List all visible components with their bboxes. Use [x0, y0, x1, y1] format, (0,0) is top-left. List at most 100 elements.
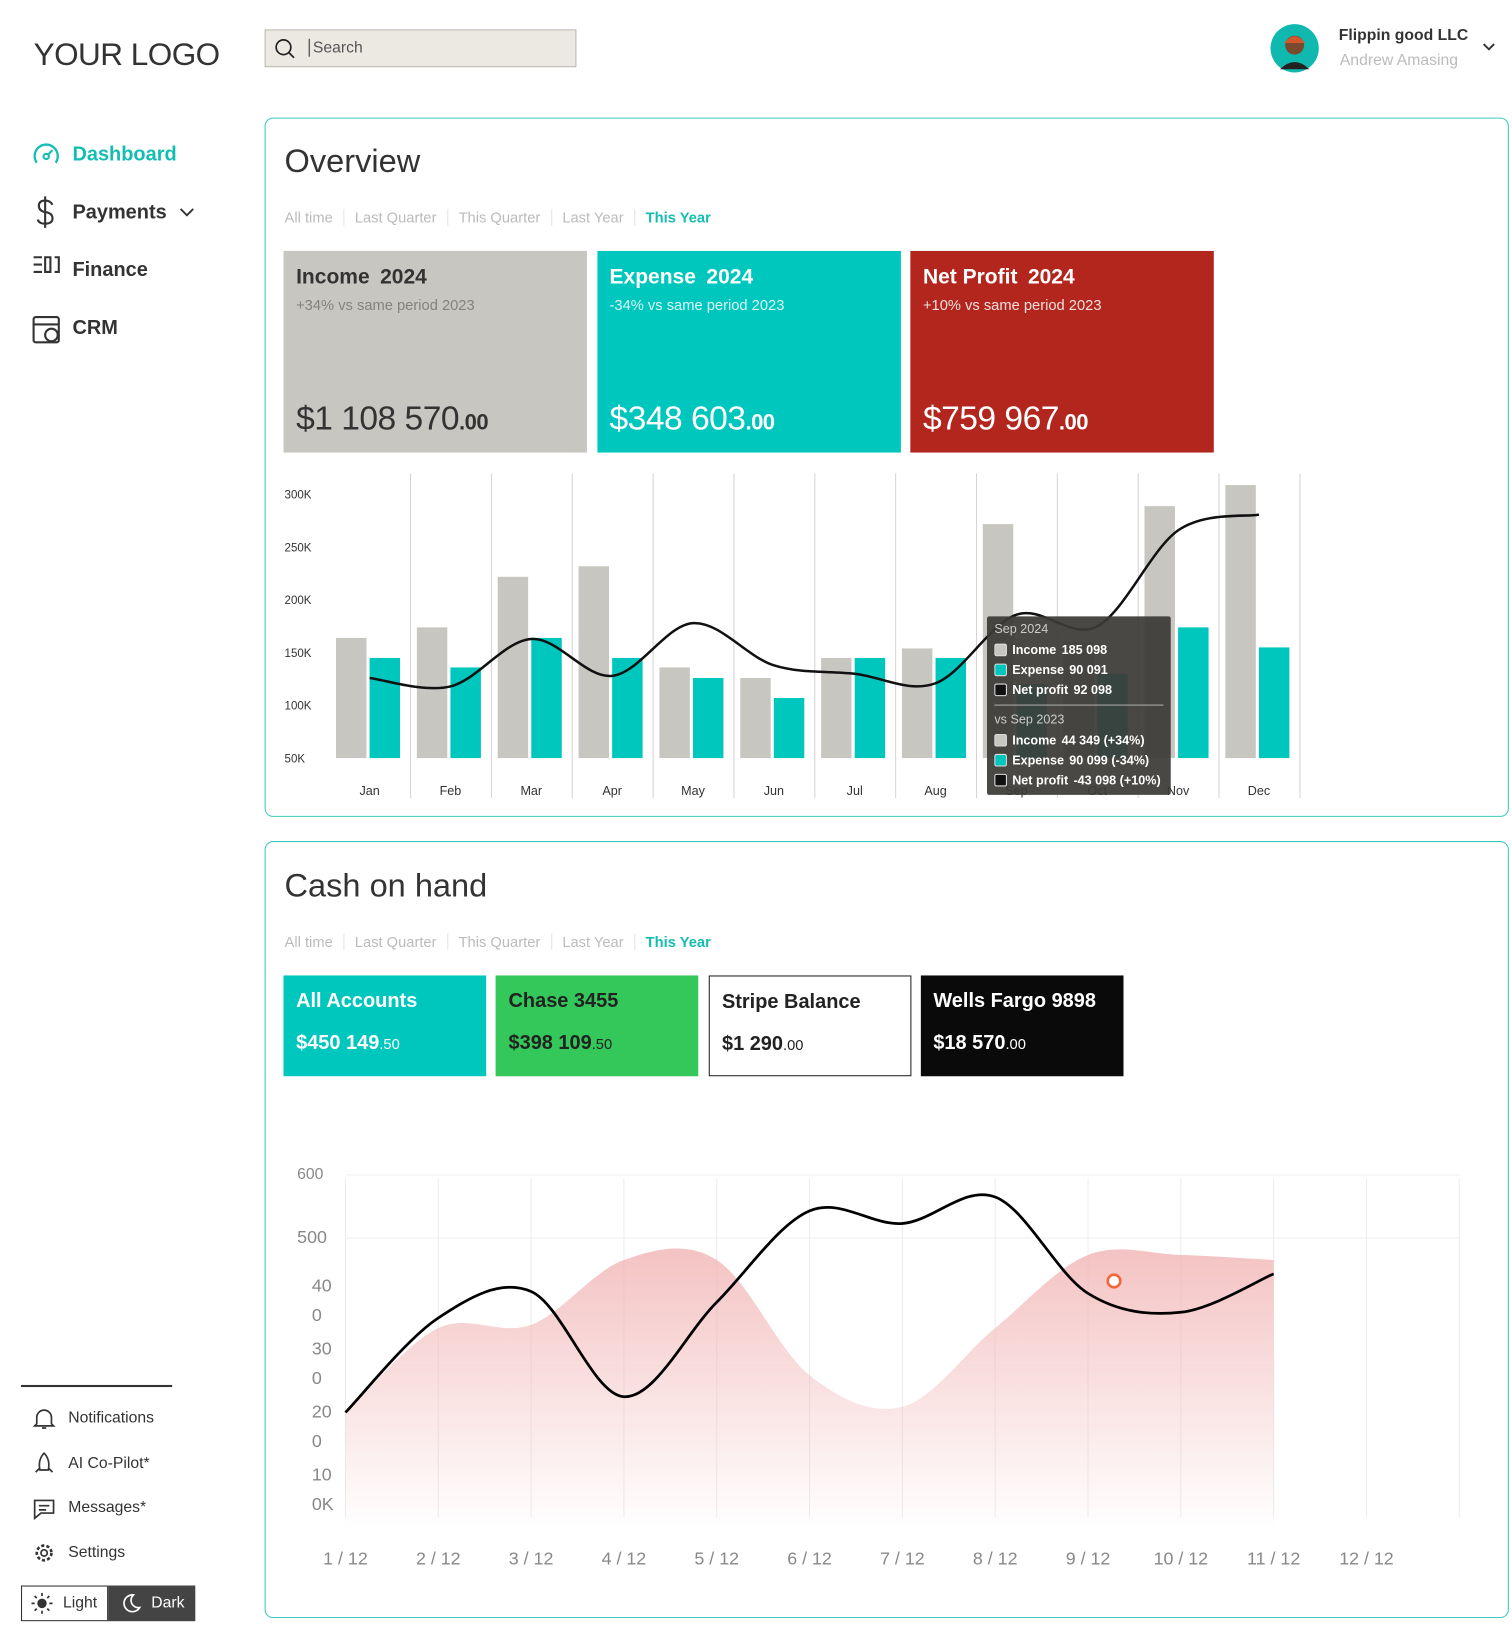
tooltip-compare-title: vs Sep 2023: [994, 711, 1065, 727]
period-tab[interactable]: All time: [284, 933, 333, 951]
card-year: 2024: [380, 265, 427, 289]
account-card[interactable]: All Accounts $450 149.50: [283, 975, 487, 1077]
card-year: 2024: [1027, 265, 1075, 289]
search-box[interactable]: Search: [264, 29, 577, 68]
bar: [336, 637, 367, 759]
account-name: Chase 3455: [508, 990, 619, 1013]
period-tab[interactable]: All time: [284, 208, 333, 226]
card-change: +34% vs same period 2023: [296, 296, 475, 313]
swatch: [994, 773, 1007, 786]
amount-main: $450 149: [296, 1032, 380, 1055]
nav-finance[interactable]: Finance: [72, 259, 148, 282]
tooltip-name: Expense: [1012, 662, 1065, 677]
tooltip-title: Sep 2024: [994, 621, 1049, 637]
logo: YOUR LOGO: [33, 37, 221, 73]
cash-panel: [264, 841, 1509, 1619]
user-menu-chevron[interactable]: [1482, 42, 1497, 52]
bar: [901, 648, 933, 759]
card-amount: $348 603.00: [610, 399, 776, 438]
period-tab[interactable]: This Year: [634, 933, 721, 951]
swatch: [994, 643, 1007, 656]
account-name: Stripe Balance: [721, 991, 861, 1014]
tooltip-value: 44 349 (+34%): [1061, 732, 1145, 748]
card-amount: $759 967.00: [923, 399, 1089, 438]
period-tab[interactable]: This Quarter: [447, 208, 551, 226]
y-tick-label: 100K: [311, 1464, 334, 1515]
sun-icon: [31, 1592, 53, 1614]
card-label: Net Profit 2024: [923, 266, 1201, 290]
light-toggle[interactable]: Light: [21, 1585, 109, 1622]
tooltip-name: Income: [1012, 642, 1057, 657]
x-tick-label: 12 / 12: [1339, 1548, 1394, 1568]
x-tick-label: 11 / 12: [1247, 1548, 1300, 1568]
tooltip-name: Net profit: [1012, 772, 1069, 787]
tooltip: Sep 2024 Income 185 098 Expense 90 091 Net pr…: [986, 616, 1171, 795]
card-label: Income 2024: [296, 266, 574, 290]
x-tick-label: Jun: [764, 784, 784, 798]
amount-main: $1 290: [721, 1033, 784, 1056]
hover-marker: [1106, 1273, 1122, 1289]
period-tab[interactable]: Last Year: [550, 208, 634, 226]
amount-cents: .00: [459, 410, 489, 435]
notifications-link[interactable]: Notifications: [68, 1409, 155, 1427]
company-name: Flippin good LLC: [1338, 26, 1469, 45]
area: [345, 1248, 1274, 1528]
x-tick-label: 4 / 12: [602, 1548, 647, 1568]
settings-link[interactable]: Settings: [68, 1543, 126, 1562]
search-icon: [275, 39, 295, 59]
card-change: -34% vs same period 2023: [609, 296, 785, 313]
y-tick-label: 200: [311, 1401, 332, 1452]
tooltip-row: Expense 90 099 (-34%): [994, 750, 1163, 770]
period-tab[interactable]: Last Year: [550, 933, 634, 951]
overview-periods: All time Last Quarter This Quarter Last Yea…: [284, 208, 722, 226]
messages-link[interactable]: Messages*: [68, 1498, 147, 1517]
dark-toggle[interactable]: Dark: [108, 1585, 196, 1622]
swatch: [994, 683, 1007, 696]
y-tick-label: 150K: [285, 648, 312, 660]
period-tab[interactable]: This Quarter: [447, 933, 551, 951]
bar: [578, 566, 609, 759]
account-card[interactable]: Wells Fargo 9898 $18 570.00: [920, 975, 1124, 1077]
x-tick-label: 9 / 12: [1066, 1548, 1111, 1568]
tooltip-name: Net profit: [1012, 681, 1069, 697]
summary-card: Income 2024 +34% vs same period 2023 $1 108…: [283, 250, 587, 453]
y-tick-label: 400: [311, 1275, 332, 1326]
bar: [692, 677, 724, 759]
line: [344, 1193, 1275, 1414]
amount-main: $398 109: [508, 1032, 592, 1055]
amount-cents: .50: [379, 1035, 400, 1053]
account-card[interactable]: Stripe Balance $1 290.00: [708, 975, 911, 1077]
nav-crm[interactable]: CRM: [72, 317, 118, 340]
x-tick-label: Feb: [440, 784, 462, 798]
amount-main: $1 108 570: [296, 398, 460, 437]
bar: [821, 657, 852, 759]
period-tab[interactable]: Last Quarter: [343, 208, 447, 226]
bar: [369, 657, 401, 759]
cash-periods: All time Last Quarter This Quarter Last Yea…: [284, 933, 722, 951]
bar: [773, 698, 805, 759]
account-card[interactable]: Chase 3455 $398 109.50: [495, 975, 699, 1077]
x-tick-label: 10 / 12: [1154, 1548, 1209, 1568]
bottom-nav-icons: [32, 1409, 56, 1562]
card-label: Expense 2024: [610, 266, 888, 290]
card-name: Income: [296, 265, 370, 289]
y-tick-label: 200K: [285, 595, 312, 607]
bar: [531, 637, 562, 759]
avatar[interactable]: [1269, 23, 1319, 73]
y-tick-label: 300K: [285, 490, 312, 502]
period-tab[interactable]: This Year: [634, 208, 721, 226]
tooltip-value: 92 098: [1073, 681, 1112, 697]
nav-payments[interactable]: Payments: [72, 201, 167, 224]
copilot-link[interactable]: AI Co-Pilot*: [68, 1454, 150, 1473]
y-tick-label: 50K: [285, 753, 306, 765]
nav-dashboard[interactable]: Dashboard: [72, 143, 177, 166]
y-tick-label: 600: [297, 1165, 324, 1184]
period-tab[interactable]: Last Quarter: [343, 933, 447, 951]
x-tick-label: Nov: [1167, 784, 1190, 798]
sidebar-divider: [21, 1384, 173, 1388]
account-amount: $398 109.50: [509, 1032, 686, 1055]
dark-label: Dark: [151, 1593, 185, 1612]
y-tick-label: 300: [311, 1338, 332, 1389]
x-tick-label: 7 / 12: [880, 1548, 925, 1568]
